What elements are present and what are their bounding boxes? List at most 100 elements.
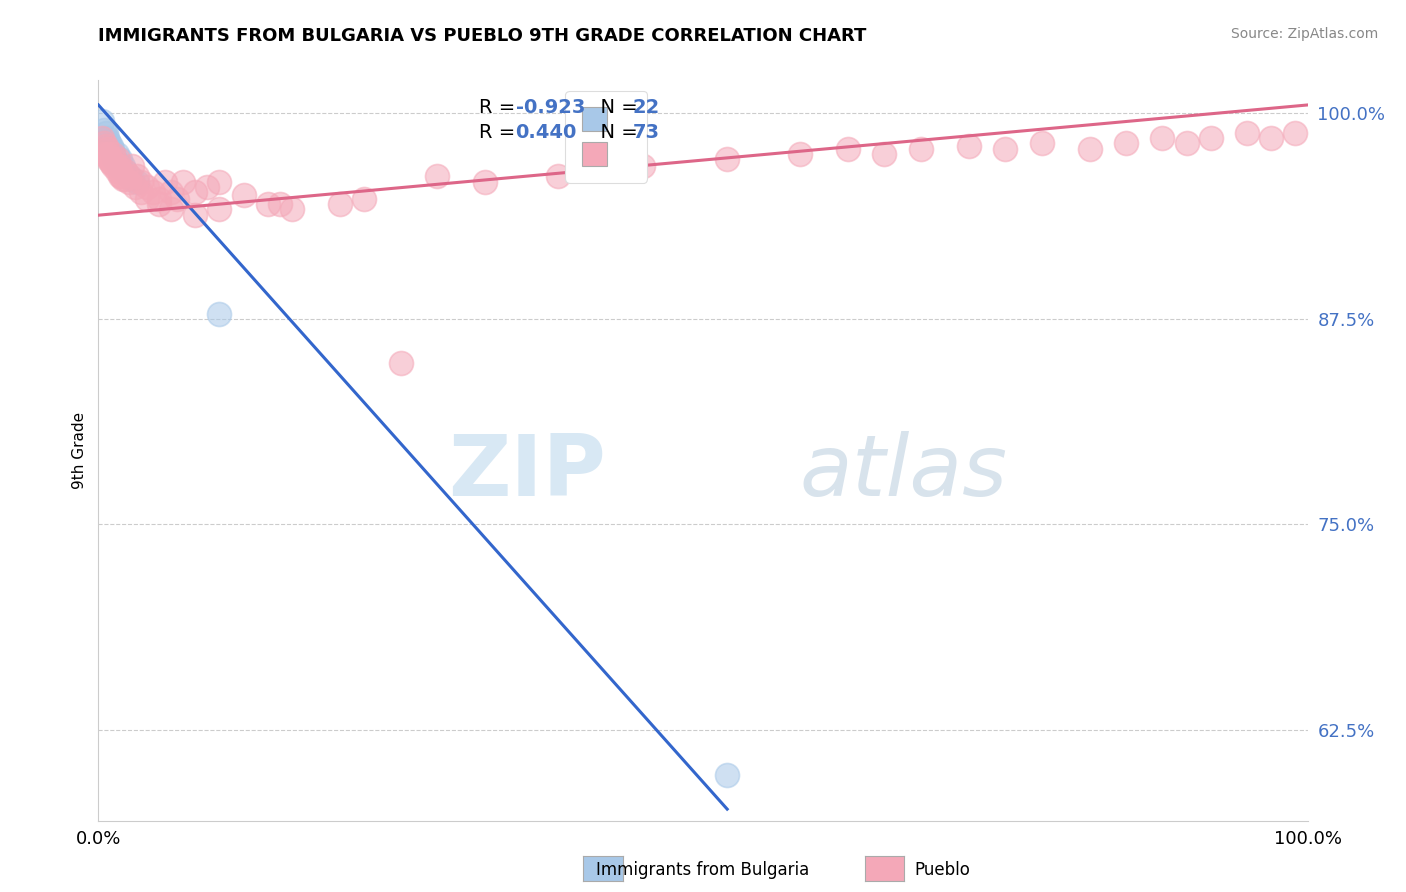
Point <box>118 169 141 183</box>
Point <box>994 142 1017 156</box>
Point <box>107 155 129 169</box>
Text: R =: R = <box>479 98 522 117</box>
Point <box>94 126 117 140</box>
Point <box>208 175 231 189</box>
Point <box>101 159 124 173</box>
Text: 0.440: 0.440 <box>516 122 576 142</box>
Point <box>208 202 231 216</box>
Point <box>256 196 278 211</box>
Point <box>103 151 125 165</box>
Point <box>232 188 254 202</box>
Point <box>148 192 170 206</box>
Text: atlas: atlas <box>800 431 1008 514</box>
Point <box>108 159 131 173</box>
Point <box>101 147 124 161</box>
Point <box>121 172 143 186</box>
Point <box>166 192 188 206</box>
Point <box>110 169 132 183</box>
Point <box>111 159 134 173</box>
Point <box>129 175 152 189</box>
Point <box>108 153 131 167</box>
Point <box>160 185 183 199</box>
Point <box>716 153 738 167</box>
Point <box>114 163 136 178</box>
Point <box>100 139 122 153</box>
Point <box>837 142 859 156</box>
Point <box>114 172 136 186</box>
Point <box>1078 142 1101 156</box>
Point <box>148 196 170 211</box>
Point <box>100 153 122 167</box>
Point <box>195 180 218 194</box>
Point <box>93 122 115 136</box>
Text: 73: 73 <box>633 122 659 142</box>
Point <box>118 175 141 189</box>
Point <box>910 142 932 156</box>
Text: R =: R = <box>479 122 522 142</box>
Point <box>98 151 121 165</box>
Point <box>98 136 121 150</box>
Point <box>474 175 496 189</box>
Point <box>1175 136 1198 150</box>
Point <box>96 142 118 156</box>
Point <box>426 169 449 183</box>
Point <box>1199 131 1222 145</box>
Text: N =: N = <box>588 122 644 142</box>
Point <box>789 147 811 161</box>
Point <box>91 114 114 128</box>
Y-axis label: 9th Grade: 9th Grade <box>72 412 87 489</box>
Point <box>957 139 980 153</box>
Point <box>1260 131 1282 145</box>
Point <box>1115 136 1137 150</box>
Point <box>100 142 122 156</box>
Point <box>135 180 157 194</box>
Point <box>108 159 131 173</box>
Point <box>129 185 152 199</box>
Point <box>93 147 115 161</box>
Point <box>160 202 183 216</box>
Point <box>142 185 165 199</box>
Point <box>135 192 157 206</box>
Point <box>172 175 194 189</box>
Point <box>1152 131 1174 145</box>
Point <box>389 356 412 370</box>
Text: N =: N = <box>588 98 644 117</box>
Point <box>1236 126 1258 140</box>
Text: ZIP: ZIP <box>449 431 606 514</box>
Point <box>100 155 122 169</box>
Text: -0.923: -0.923 <box>516 98 585 117</box>
Point <box>127 175 149 189</box>
Point <box>108 169 131 183</box>
Point <box>353 192 375 206</box>
Point <box>873 147 896 161</box>
Point <box>97 134 120 148</box>
Point <box>108 163 131 178</box>
Point <box>96 131 118 145</box>
Point <box>1284 126 1306 140</box>
Point <box>124 180 146 194</box>
Point <box>93 136 115 150</box>
Point <box>91 131 114 145</box>
Point <box>103 153 125 167</box>
Point <box>184 208 207 222</box>
Point <box>111 172 134 186</box>
Point <box>100 155 122 169</box>
Point <box>101 147 124 161</box>
Point <box>269 196 291 211</box>
Point <box>97 147 120 161</box>
Text: IMMIGRANTS FROM BULGARIA VS PUEBLO 9TH GRADE CORRELATION CHART: IMMIGRANTS FROM BULGARIA VS PUEBLO 9TH G… <box>98 27 866 45</box>
Legend:  ,  : , <box>565 91 647 183</box>
Point <box>547 169 569 183</box>
Point <box>281 202 304 216</box>
Text: Source: ZipAtlas.com: Source: ZipAtlas.com <box>1230 27 1378 41</box>
Text: Pueblo: Pueblo <box>914 861 970 879</box>
Point <box>118 169 141 183</box>
Point <box>105 159 128 173</box>
Point <box>329 196 352 211</box>
Text: Immigrants from Bulgaria: Immigrants from Bulgaria <box>596 861 810 879</box>
Point <box>104 153 127 167</box>
Point <box>1031 136 1053 150</box>
Point <box>105 163 128 178</box>
Point <box>107 153 129 167</box>
Point <box>121 159 143 173</box>
